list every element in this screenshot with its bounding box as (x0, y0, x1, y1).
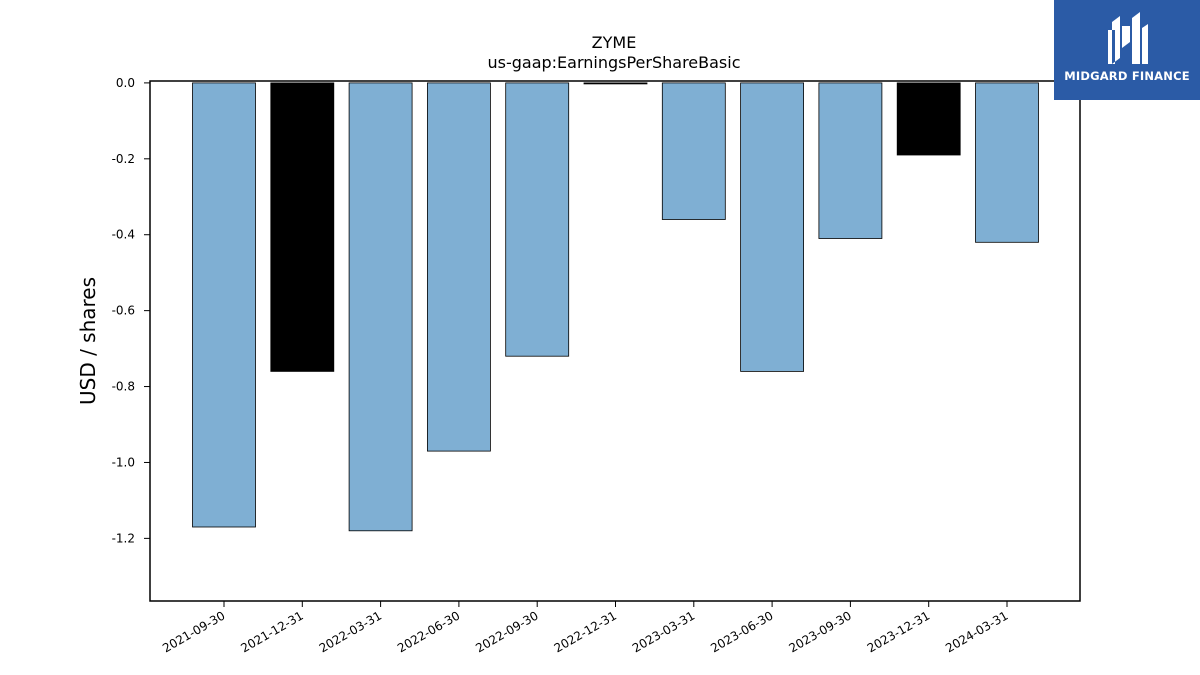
x-tick-label: 2021-09-30 (160, 608, 227, 655)
x-ticks: 2021-09-30 2021-12-31 2022-03-31 2022-06-30… (160, 601, 1011, 655)
x-tick-label: 2023-03-31 (630, 608, 697, 655)
bar-2024-03-31 (975, 82, 1039, 243)
bar-2023-12-31 (896, 82, 961, 156)
bar-2021-09-30 (192, 82, 256, 528)
bar-2023-03-31 (661, 82, 726, 220)
y-tick-label: 0.0 (116, 76, 135, 90)
y-axis-label: USD / shares (76, 277, 100, 405)
y-tick-label: -0.6 (112, 304, 135, 318)
chart-title: ZYME (592, 33, 637, 52)
y-ticks: 0.0 -0.2 -0.4 -0.6 -0.8 -1.0 -1.2 (112, 76, 150, 545)
midgard-finance-logo: MIDGARD FINANCE (1054, 0, 1200, 100)
plot-frame (149, 80, 1081, 602)
bar-2022-03-31 (348, 82, 413, 532)
y-tick-label: -1.0 (112, 455, 135, 469)
y-tick-label: -0.2 (112, 152, 135, 166)
bar-2021-12-31 (270, 82, 335, 372)
x-tick-label: 2023-06-30 (708, 608, 775, 655)
chart-subtitle: us-gaap:EarningsPerShareBasic (487, 53, 740, 72)
bar-2023-06-30 (740, 82, 804, 372)
bar-2022-06-30 (426, 82, 491, 452)
x-tick-label: 2022-06-30 (395, 608, 462, 655)
midgard-logo-icon (1108, 12, 1148, 64)
y-tick-label: -0.4 (112, 228, 135, 242)
x-tick-label: 2023-09-30 (786, 608, 853, 655)
bar-2022-12-31 (583, 82, 648, 85)
y-tick-label: -0.8 (112, 380, 135, 394)
x-tick-label: 2023-12-31 (865, 608, 932, 655)
x-tick-label: 2022-03-31 (317, 608, 384, 655)
bar-2022-09-30 (505, 82, 570, 357)
x-tick-label: 2022-12-31 (552, 608, 619, 655)
x-tick-label: 2022-09-30 (473, 608, 540, 655)
x-tick-label: 2021-12-31 (238, 608, 305, 655)
y-tick-label: -1.2 (112, 531, 135, 545)
x-tick-label: 2024-03-31 (943, 608, 1010, 655)
logo-text: MIDGARD FINANCE (1064, 69, 1190, 83)
bars-group (192, 82, 1039, 532)
bar-2023-09-30 (818, 82, 883, 239)
